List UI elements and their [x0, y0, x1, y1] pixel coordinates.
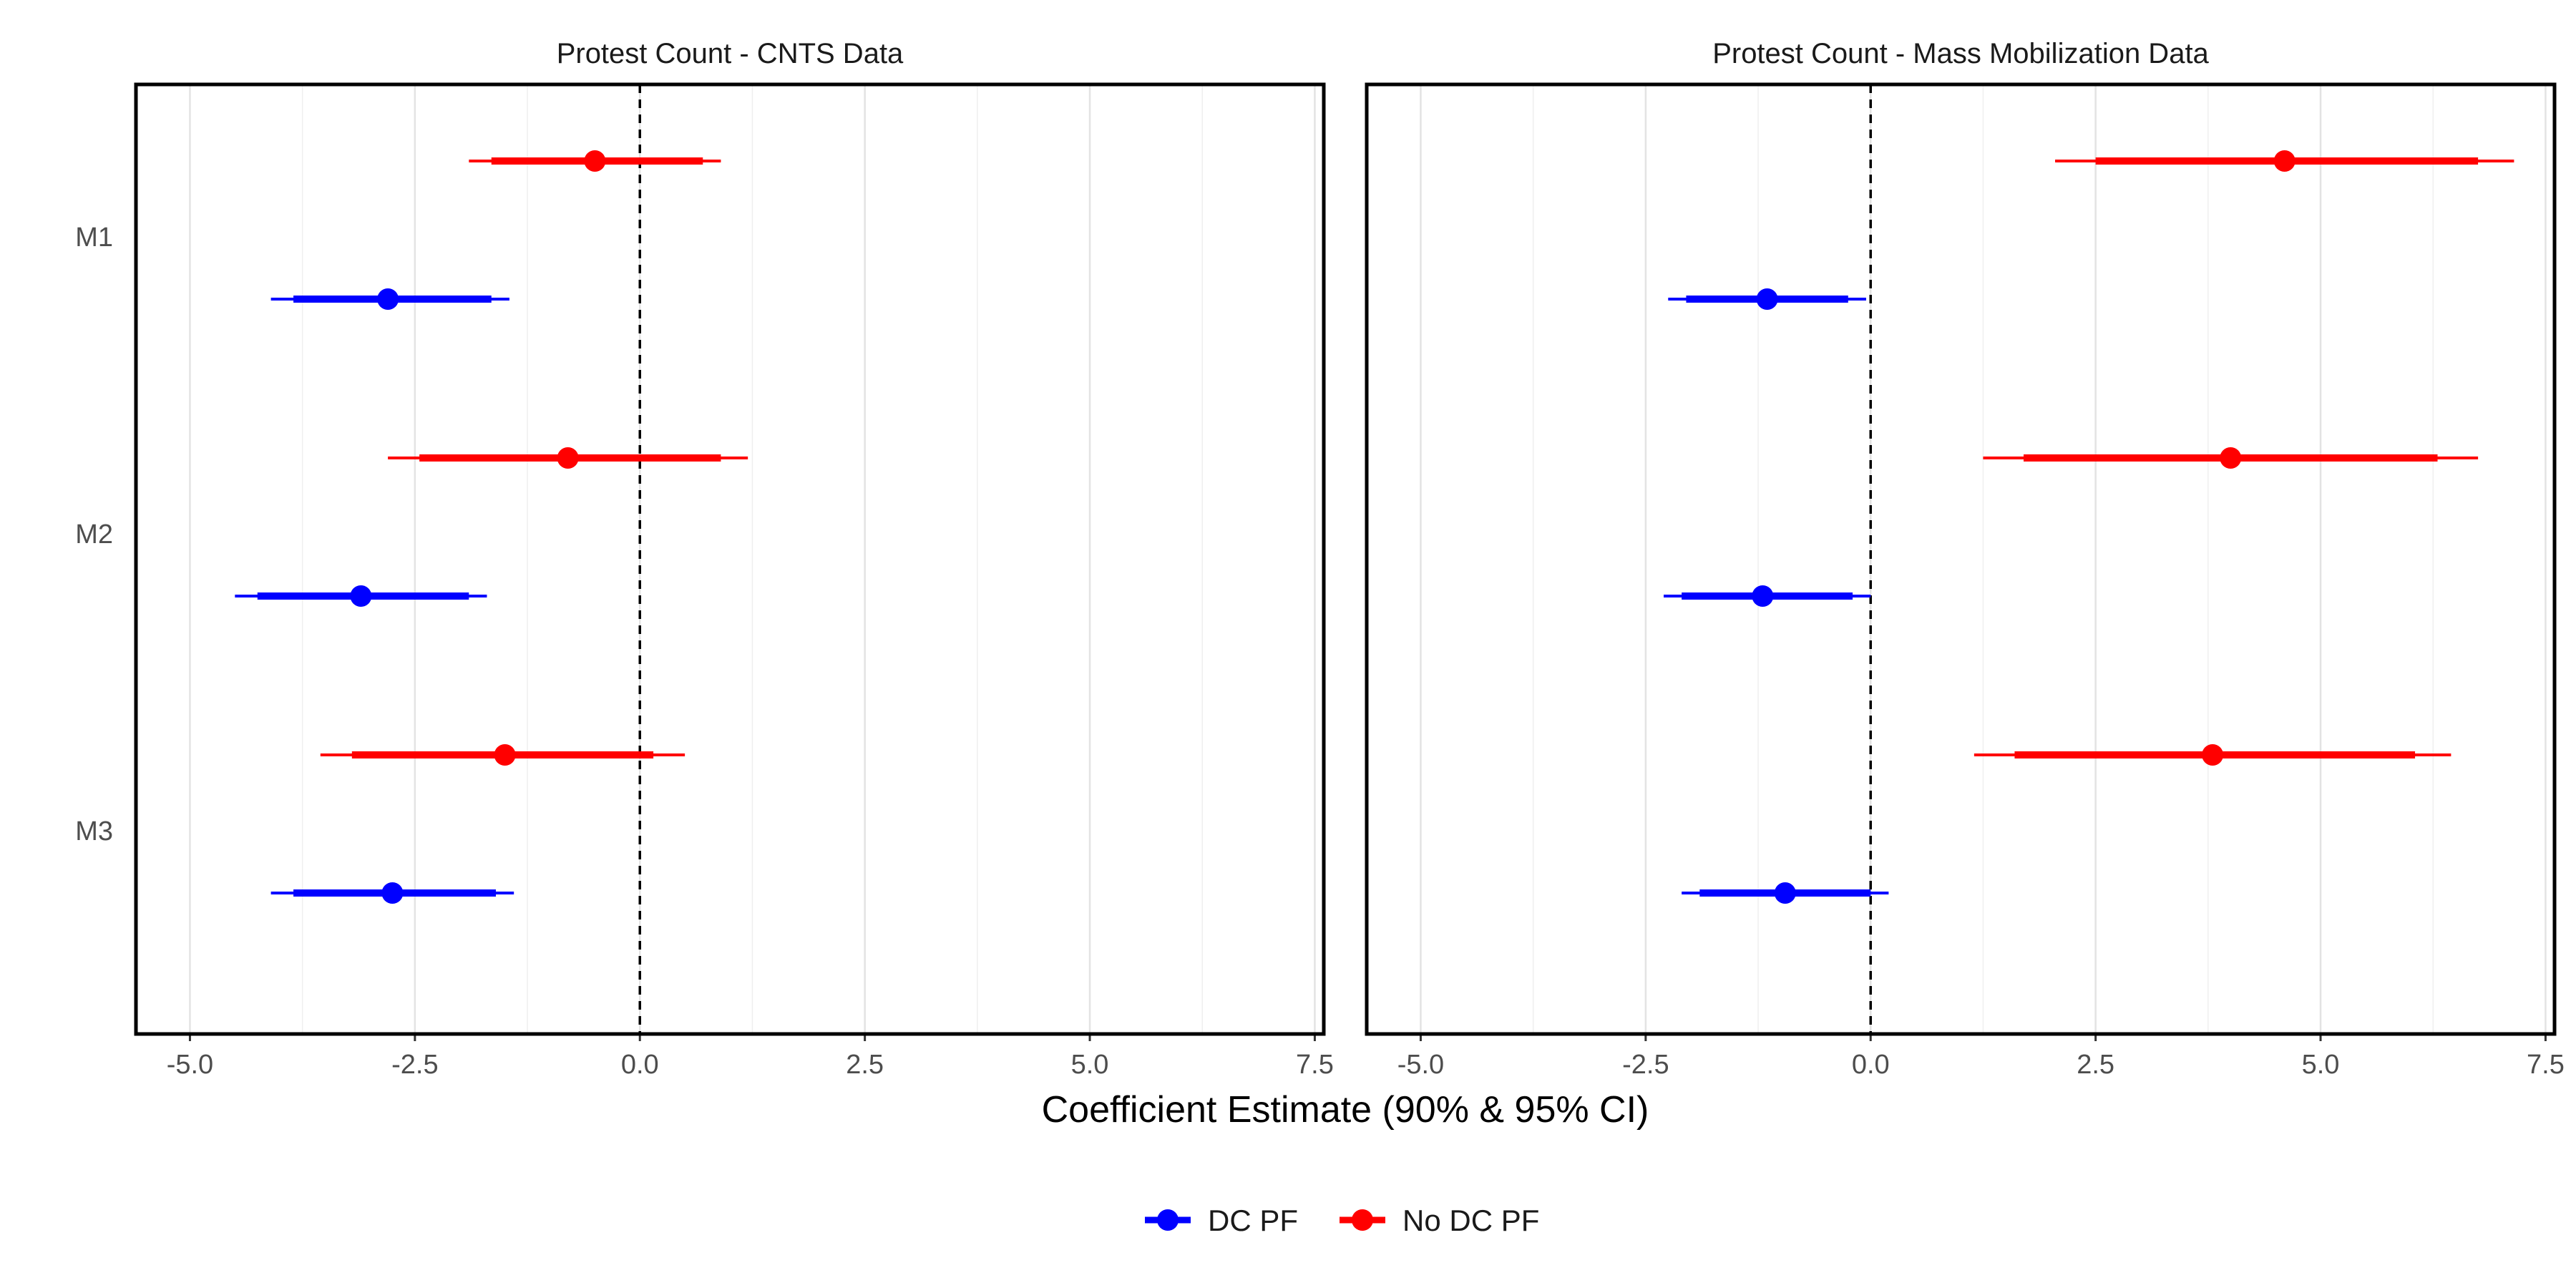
legend-item-dc-pf: DC PF — [1145, 1204, 1298, 1237]
x-tick-label: -5.0 — [167, 1050, 213, 1080]
estimate-point — [557, 447, 579, 469]
model-label-m2: M2 — [75, 519, 113, 550]
panel-frame — [1365, 82, 2557, 1036]
x-tick-label: 0.0 — [1852, 1050, 1890, 1080]
estimate-point — [1756, 288, 1778, 310]
x-tick-label: -5.0 — [1397, 1050, 1444, 1080]
coef-dc-pf-m2 — [1664, 585, 1871, 607]
estimate-point — [2220, 447, 2242, 469]
estimate-point — [381, 882, 404, 904]
x-tick-label: -2.5 — [391, 1050, 438, 1080]
coef-no-dc-pf-m2 — [388, 447, 748, 469]
x-tick-label: 0.0 — [621, 1050, 659, 1080]
coef-dc-pf-m2 — [235, 585, 487, 607]
legend-key-point — [1157, 1209, 1179, 1231]
x-tick-label: 2.5 — [846, 1050, 884, 1080]
estimate-point — [2273, 150, 2296, 172]
legend-key-point — [1352, 1209, 1373, 1231]
model-label-m1: M1 — [75, 223, 113, 253]
estimate-point — [584, 150, 606, 172]
model-labels: M1 M2 M3 — [75, 223, 113, 847]
coef-dc-pf-m3 — [1682, 882, 1889, 904]
panel-title: Protest Count - CNTS Data — [557, 38, 904, 69]
panel-1: -5.0 -2.5 0.0 2.5 5.0 7.5 Protest Count - CNTS… — [134, 38, 1334, 1080]
coef-no-dc-pf-m1 — [2055, 150, 2514, 172]
legend-item-no-dc-pf: No DC PF — [1340, 1204, 1539, 1237]
coef-no-dc-pf-m3 — [320, 744, 686, 766]
x-tick-label: 5.0 — [2302, 1050, 2340, 1080]
estimate-point — [350, 585, 372, 607]
coef-no-dc-pf-m2 — [1983, 447, 2479, 469]
panel-frame — [134, 82, 1326, 1036]
panels-layer: -5.0 -2.5 0.0 2.5 5.0 7.5 Protest Count - CNTS… — [134, 38, 2565, 1080]
x-tick-label: 7.5 — [2527, 1050, 2565, 1080]
coef-no-dc-pf-m3 — [1974, 744, 2451, 766]
estimate-point — [2202, 744, 2224, 766]
coef-dc-pf-m1 — [1668, 288, 1866, 310]
legend: DC PF No DC PF — [1145, 1204, 1539, 1237]
estimate-point — [377, 288, 399, 310]
x-tick-label: 5.0 — [1071, 1050, 1109, 1080]
legend-label: No DC PF — [1402, 1204, 1539, 1237]
x-tick-label: 2.5 — [2077, 1050, 2114, 1080]
x-axis-title: Coefficient Estimate (90% & 95% CI) — [1042, 1089, 1649, 1131]
coef-dc-pf-m1 — [270, 288, 509, 310]
legend-label: DC PF — [1208, 1204, 1298, 1237]
model-label-m3: M3 — [75, 816, 113, 847]
estimate-point — [1774, 882, 1796, 904]
panel-2: -5.0 -2.5 0.0 2.5 5.0 7.5 Protest Count - Mass… — [1365, 38, 2565, 1080]
panel-title: Protest Count - Mass Mobilization Data — [1712, 38, 2209, 69]
coef-dc-pf-m3 — [270, 882, 514, 904]
x-tick-label: 7.5 — [1296, 1050, 1334, 1080]
estimate-point — [494, 744, 516, 766]
coef-no-dc-pf-m1 — [469, 150, 721, 172]
x-tick-label: -2.5 — [1622, 1050, 1669, 1080]
estimate-point — [1752, 585, 1774, 607]
